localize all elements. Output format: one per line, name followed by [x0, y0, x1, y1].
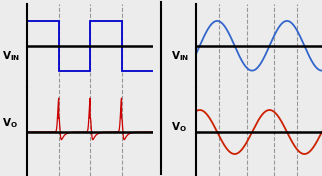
Text: $\bf{V}_{\bf{O}}$: $\bf{V}_{\bf{O}}$ [2, 116, 17, 130]
Text: $\bf{V}_{\bf{IN}}$: $\bf{V}_{\bf{IN}}$ [2, 49, 20, 63]
Text: $\bf{V}_{\bf{O}}$: $\bf{V}_{\bf{O}}$ [171, 120, 186, 134]
Text: $\bf{V}_{\bf{IN}}$: $\bf{V}_{\bf{IN}}$ [171, 49, 189, 63]
